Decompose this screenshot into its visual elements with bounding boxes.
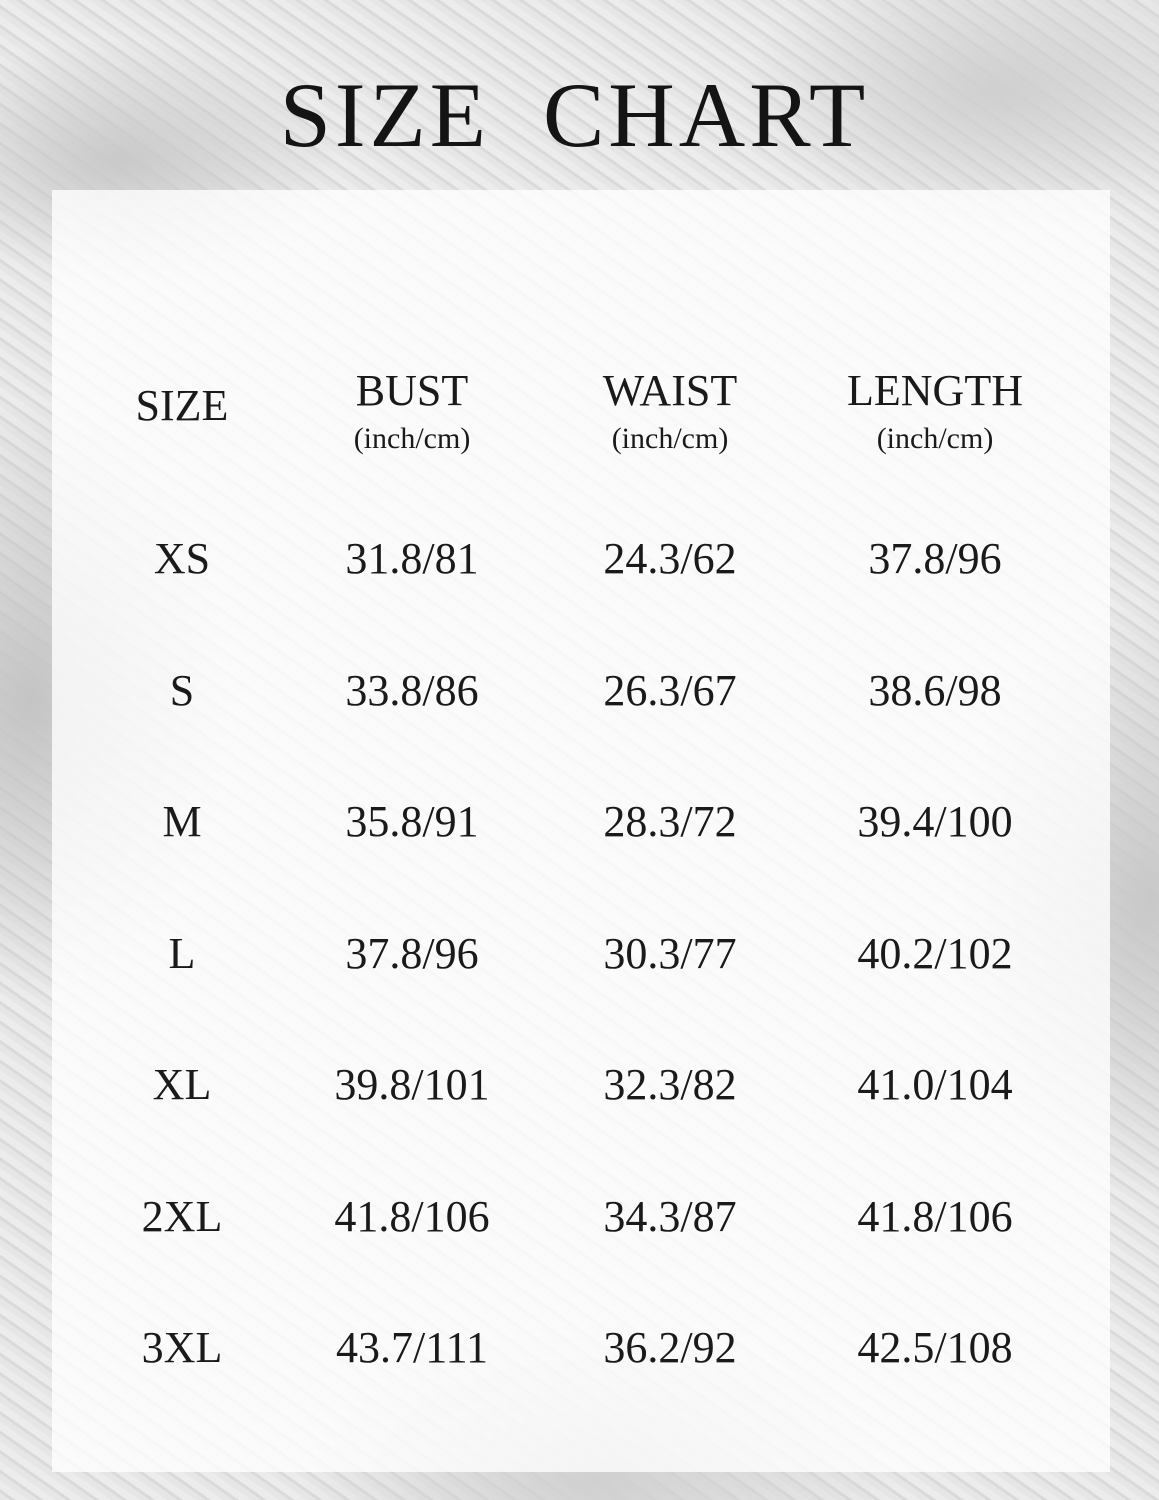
table-cell: 36.2/92 (603, 1323, 737, 1372)
size-label: 2XL (141, 1191, 223, 1241)
table-cell: 31.8/81 (345, 534, 479, 583)
table-cell: 42.5/108 (857, 1323, 1013, 1372)
table-cell: 38.6/98 (868, 665, 1002, 715)
table-cell: 30.3/77 (603, 928, 737, 978)
table-cell: 37.8/96 (868, 534, 1002, 583)
size-label: S (169, 665, 195, 715)
size-label: L (168, 928, 196, 978)
table-cell: 33.8/86 (345, 665, 479, 715)
table-cell: 34.3/87 (603, 1191, 737, 1241)
table-cell: 39.8/101 (334, 1060, 490, 1109)
table-panel (52, 190, 1110, 1472)
column-header-size: SIZE (135, 381, 229, 430)
size-label: XS (153, 534, 211, 583)
column-header-waist: WAIST (602, 366, 738, 415)
column-header-bust: BUST (355, 366, 469, 415)
column-header-length: LENGTH (847, 366, 1023, 415)
table-cell: 35.8/91 (345, 797, 479, 846)
table-cell: 41.8/106 (334, 1191, 490, 1241)
page-title: SIZE CHART (279, 64, 870, 166)
column-unit: (inch/cm) (876, 422, 994, 455)
column-unit: (inch/cm) (353, 422, 471, 455)
table-cell: 32.3/82 (603, 1060, 737, 1109)
size-label: XL (152, 1060, 212, 1109)
table-cell: 37.8/96 (345, 928, 479, 978)
table-cell: 43.7/111 (336, 1323, 488, 1372)
size-label: M (162, 797, 202, 846)
table-cell: 28.3/72 (603, 797, 737, 846)
table-cell: 39.4/100 (857, 797, 1013, 846)
size-label: 3XL (141, 1323, 223, 1372)
table-cell: 41.0/104 (857, 1060, 1013, 1109)
table-cell: 40.2/102 (857, 928, 1013, 978)
column-unit: (inch/cm) (611, 422, 729, 455)
table-cell: 24.3/62 (603, 534, 737, 583)
table-cell: 26.3/67 (603, 665, 737, 715)
table-cell: 41.8/106 (857, 1191, 1013, 1241)
